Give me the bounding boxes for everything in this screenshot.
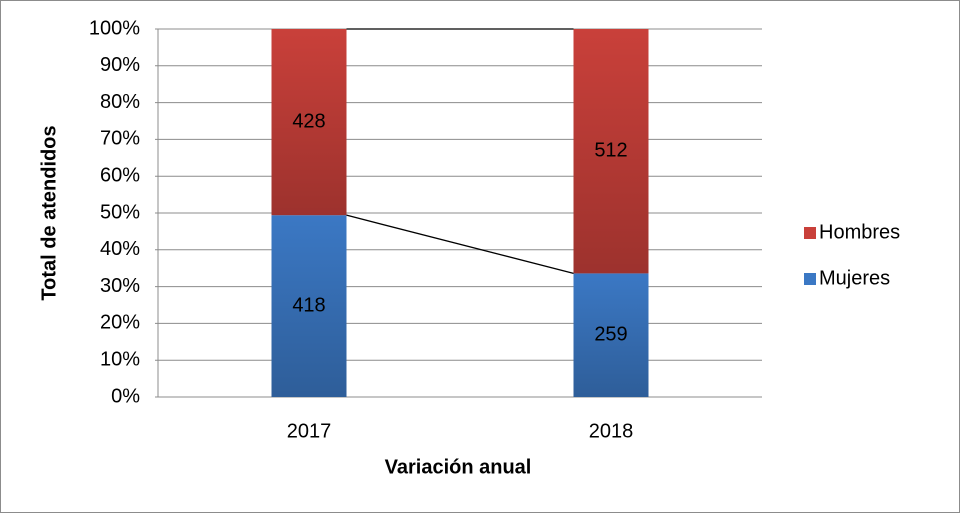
bar-shade — [573, 273, 649, 397]
y-tick-label: 100% — [89, 17, 140, 39]
y-tick-label: 90% — [100, 54, 140, 76]
bar-shade — [271, 215, 347, 397]
y-tick-label: 0% — [111, 385, 140, 407]
legend-label: Hombres — [819, 221, 900, 243]
x-tick-label: 2017 — [287, 420, 332, 442]
legend-label: Mujeres — [819, 267, 890, 289]
bar-shade — [573, 29, 649, 274]
x-tick-label: 2018 — [589, 420, 634, 442]
data-label: 512 — [594, 139, 627, 161]
legend-swatch — [804, 227, 816, 239]
y-tick-label: 10% — [100, 348, 140, 370]
y-tick-label: 50% — [100, 201, 140, 223]
y-tick-label: 20% — [100, 312, 140, 334]
data-label: 259 — [594, 323, 627, 345]
series-line — [346, 214, 574, 275]
y-tick-label: 70% — [100, 128, 140, 150]
bar-shade — [271, 29, 347, 216]
y-axis-title: Total de atendidos — [38, 125, 60, 300]
data-label: 428 — [292, 110, 325, 132]
y-tick-label: 60% — [100, 164, 140, 186]
y-tick-label: 40% — [100, 238, 140, 260]
legend-swatch — [804, 273, 816, 285]
data-label: 418 — [292, 294, 325, 316]
y-tick-label: 30% — [100, 275, 140, 297]
x-axis-title: Variación anual — [385, 456, 532, 478]
y-tick-label: 80% — [100, 91, 140, 113]
